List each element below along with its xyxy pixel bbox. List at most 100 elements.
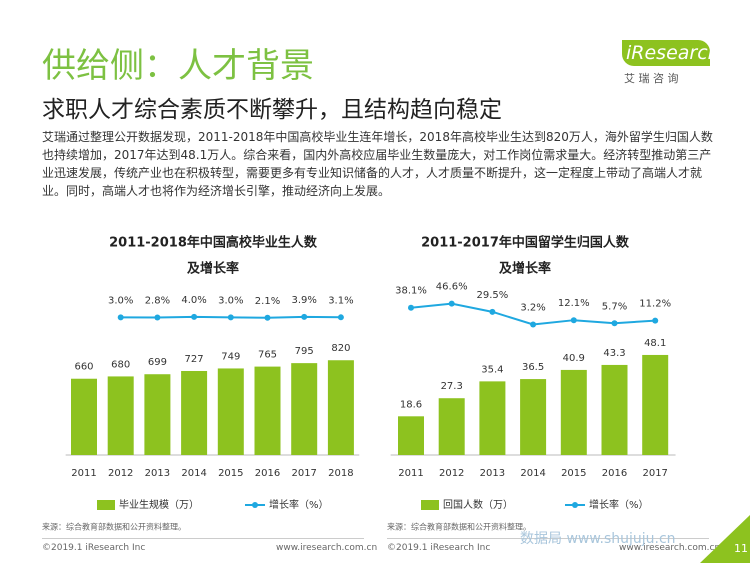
growth-label: 46.6% [436, 282, 468, 293]
legend-point [572, 502, 578, 508]
x-tick-label: 2016 [255, 468, 280, 479]
x-tick-label: 2013 [145, 468, 170, 479]
bar [642, 354, 669, 455]
page-number: 11 [734, 542, 748, 555]
watermark: 数据局 www.shujuju.cn [520, 531, 676, 547]
legend-swatch [421, 500, 439, 510]
x-tick-label: 2017 [291, 468, 316, 479]
legend-label: 毕业生规模（万） [119, 498, 199, 511]
bar-label: 680 [111, 359, 130, 370]
logo-tagline: 艾 瑞 咨 询 [624, 72, 679, 85]
bar-label: 660 [74, 362, 93, 373]
legend-label: 回国人数（万） [443, 498, 513, 511]
bar [181, 370, 208, 455]
growth-point [227, 314, 234, 321]
legend-label: 增长率（%） [589, 498, 649, 511]
slide-title: 供给侧：人才背景 [42, 46, 314, 86]
copyright: ©2019.1 iResearch Inc [387, 543, 491, 553]
intro-paragraph: 艾瑞通过整理公开数据发现，2011-2018年中国高校毕业生连年增长，2018年… [42, 130, 713, 198]
chart-title: 及增长率 [187, 261, 239, 277]
bar-label: 27.3 [441, 381, 463, 392]
growth-point [652, 317, 659, 324]
logo-brand: iResearch [626, 42, 720, 64]
bar-label: 43.3 [603, 348, 625, 359]
growth-label: 2.8% [145, 295, 170, 306]
bar [398, 416, 424, 455]
growth-point [117, 314, 124, 321]
growth-label: 11.2% [639, 299, 671, 310]
url: www.iresearch.com.cn [276, 543, 378, 553]
x-tick-label: 2016 [602, 468, 627, 479]
growth-label: 12.1% [558, 298, 590, 309]
growth-label: 3.2% [520, 302, 545, 313]
bar [71, 378, 97, 455]
bar [520, 379, 547, 455]
growth-point [448, 300, 455, 307]
growth-point [530, 321, 537, 328]
growth-point [489, 308, 496, 315]
slide-subtitle: 求职人才综合素质不断攀升，且结构趋向稳定 [42, 97, 502, 123]
bar-label: 749 [221, 351, 240, 362]
bar [144, 374, 171, 455]
bar [107, 376, 134, 455]
x-tick-label: 2017 [642, 468, 667, 479]
growth-point [611, 320, 618, 327]
bar-label: 820 [331, 343, 350, 354]
x-tick-label: 2018 [328, 468, 353, 479]
corner [700, 515, 750, 563]
bar-label: 35.4 [481, 364, 503, 375]
growth-label: 38.1% [395, 286, 427, 297]
growth-label: 5.7% [602, 301, 627, 312]
growth-point [191, 313, 198, 320]
x-tick-label: 2013 [480, 468, 505, 479]
x-tick-label: 2012 [439, 468, 464, 479]
chart-title: 2011-2017年中国留学生归国人数 [421, 235, 630, 251]
url: www.iresearch.com.cn [619, 543, 721, 553]
growth-point [408, 304, 414, 311]
x-tick-label: 2015 [561, 468, 586, 479]
chart-title: 2011-2018年中国高校毕业生人数 [109, 235, 318, 251]
growth-label: 3.0% [218, 295, 243, 306]
growth-label: 2.1% [255, 296, 280, 307]
bar [327, 360, 354, 455]
bar-label: 699 [148, 357, 167, 368]
source: 来源：综合教育部数据和公开资料整理。 [42, 522, 186, 532]
bar-label: 40.9 [563, 353, 585, 364]
source: 来源：综合教育部数据和公开资料整理。 [387, 522, 531, 532]
growth-point [301, 313, 308, 320]
growth-point [264, 314, 271, 321]
bar [291, 363, 318, 455]
x-tick-label: 2014 [181, 468, 206, 479]
x-tick-label: 2012 [108, 468, 133, 479]
bar [254, 366, 281, 455]
growth-label: 29.5% [477, 290, 509, 301]
growth-label: 3.1% [328, 295, 353, 306]
bar-label: 18.6 [400, 399, 422, 410]
growth-point [570, 317, 577, 324]
bar-label: 727 [185, 354, 204, 365]
x-tick-label: 2011 [398, 468, 423, 479]
divider [42, 538, 364, 539]
bar [217, 368, 244, 455]
x-tick-label: 2015 [218, 468, 243, 479]
x-tick-label: 2011 [71, 468, 96, 479]
bar-label: 795 [295, 346, 314, 357]
bar [479, 381, 506, 455]
divider [387, 538, 709, 539]
bar [601, 364, 628, 455]
growth-label: 4.0% [181, 295, 206, 306]
chart-title: 及增长率 [499, 261, 551, 277]
legend-label: 增长率（%） [269, 498, 329, 511]
growth-label: 3.0% [108, 295, 133, 306]
bar-label: 36.5 [522, 362, 544, 373]
growth-point [337, 314, 344, 321]
bar [560, 369, 587, 455]
bar-label: 48.1 [644, 338, 666, 349]
bar [438, 398, 465, 455]
growth-label: 3.9% [291, 295, 316, 306]
legend-point [252, 502, 258, 508]
logo-badge [622, 40, 710, 66]
x-tick-label: 2014 [520, 468, 545, 479]
